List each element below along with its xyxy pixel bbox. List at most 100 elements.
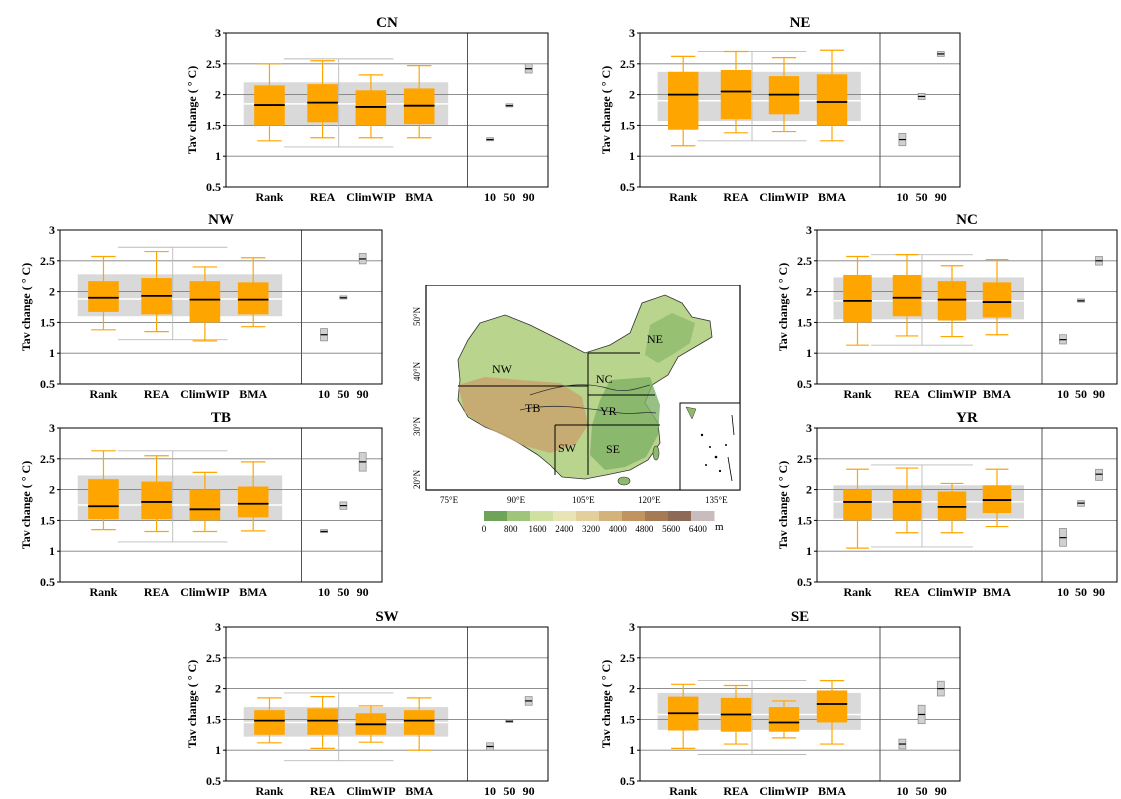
category-label: REA [144,585,170,599]
ytick-label: 0.5 [40,575,55,589]
box-climwip [768,707,800,732]
map-label-yr: YR [600,404,617,418]
ytick-label: 2 [215,88,221,102]
ytick-label: 1 [629,743,635,757]
category-label: ClimWIP [759,784,808,798]
box-climwip [355,90,387,126]
category-label: ClimWIP [180,387,229,401]
box-climwip [937,281,967,321]
panel-title: YR [956,410,978,426]
percentile-label: 50 [503,190,515,204]
category-label: Rank [843,585,871,599]
ytick-label: 1.5 [206,712,221,726]
box-rank [88,281,119,312]
ytick-label: 2.5 [620,57,635,71]
colorbar-ticks: 0 800 1600 2400 3200 4000 4800 5600 6400 [482,524,708,534]
colorbar-tick-label: 5600 [662,524,681,534]
axes-frame [816,229,1118,385]
colorbar-segment [576,511,600,521]
percentile-label: 90 [523,190,535,204]
category-label: ClimWIP [180,585,229,599]
lon-label-135: 135°E [705,495,728,505]
panel-tb: Rank REA ClimWIP BMA 10 50 90 0.5 1 1.5 2 2.5 3 Tav c… [19,410,383,599]
percentile-box [1095,468,1103,481]
ytick-label: 2 [215,682,221,696]
colorbar-tick-label: 3200 [582,524,601,534]
ytick-label: 3 [49,421,55,435]
map-svg: NE NW NC TB YR SW SE 50°N 40°N 30°N 20°N… [412,284,741,534]
ytick-label: 2 [629,88,635,102]
percentile-label: 50 [916,784,928,798]
box-rank [254,710,285,735]
percentile-label: 90 [1093,585,1105,599]
ytick-label: 2 [49,285,55,299]
ytick-label: 2.5 [797,254,812,268]
category-label: BMA [405,784,433,798]
panel-title: NC [956,212,978,228]
lon-label-90: 90°E [507,495,526,505]
percentile-label: 90 [523,784,535,798]
ytick-label: 2.5 [40,452,55,466]
panel-yr: Rank REA ClimWIP BMA 10 50 90 0.5 1 1.5 2 2.5 3 Tav c… [776,410,1118,599]
percentile-label: 90 [1093,387,1105,401]
eastern-lowlands-shading [590,377,660,470]
ytick-label: 0.5 [40,377,55,391]
ytick-label: 1.5 [40,513,55,527]
china-region-map: NE NW NC TB YR SW SE 50°N 40°N 30°N 20°N… [410,284,742,575]
percentile-label: 90 [357,387,369,401]
lat-label-50: 50°N [412,306,422,326]
box-rank [843,274,872,323]
lon-label-75: 75°E [440,495,459,505]
percentile-label: 10 [318,585,330,599]
map-label-nw: NW [492,362,513,376]
box-rank [668,71,699,130]
panel-title: SE [791,609,809,625]
y-axis-label: Tav change ( ° C) [19,461,33,549]
ytick-label: 2.5 [40,254,55,268]
category-label: ClimWIP [346,784,395,798]
lat-label-40: 40°N [412,361,422,381]
percentile-label: 50 [337,387,349,401]
y-axis-label: Tav change ( ° C) [599,66,613,154]
ytick-label: 1 [215,743,221,757]
percentile-label: 90 [357,585,369,599]
y-axis-label: Tav change ( ° C) [776,461,790,549]
hainan-island [617,476,631,486]
ytick-label: 0.5 [620,774,635,788]
colorbar-segment [484,511,508,521]
map-label-tb: TB [525,401,540,415]
ytick-label: 3 [215,26,221,40]
ytick-label: 2.5 [797,452,812,466]
ytick-label: 2.5 [206,651,221,665]
box-rea [892,274,922,317]
colorbar-segment [599,511,623,521]
colorbar-segment [622,511,646,521]
ytick-label: 2 [629,682,635,696]
ytick-label: 1.5 [620,118,635,132]
category-label: REA [723,784,749,798]
northeast-lowlands-shading [645,313,695,363]
panel-title: NE [790,15,811,31]
box-bma [403,710,435,735]
lon-label-120: 120°E [638,495,661,505]
lat-label-20: 20°N [412,469,422,489]
box-bma [982,282,1012,318]
axes-frame [639,626,961,782]
category-label: BMA [983,387,1011,401]
ytick-label: 1 [806,346,812,360]
category-label: ClimWIP [927,585,976,599]
category-label: Rank [843,387,871,401]
percentile-label: 10 [1057,387,1069,401]
panel-sw: Rank REA ClimWIP BMA 10 50 90 0.5 1 1.5 2 2.5 3 Tav c… [185,609,549,798]
panel-title: SW [375,609,398,625]
map-label-se: SE [606,442,620,456]
percentile-label: 50 [503,784,515,798]
box-bma [237,486,269,518]
percentile-label: 10 [484,784,496,798]
percentile-label: 10 [1057,585,1069,599]
box-rank [88,479,119,520]
colorbar-tick-label: 0 [482,524,487,534]
category-label: Rank [89,585,117,599]
ytick-label: 3 [629,620,635,634]
box-climwip [189,281,221,323]
